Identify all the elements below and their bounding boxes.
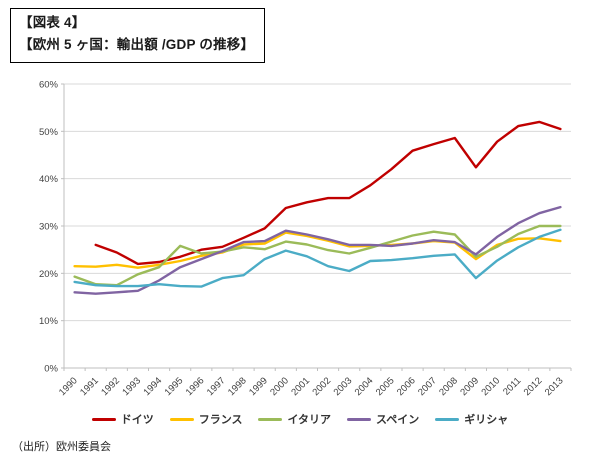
x-axis-label: 2013 <box>543 375 566 398</box>
y-axis-label: 40% <box>39 174 59 185</box>
legend-swatch <box>258 417 283 421</box>
x-axis-label: 1991 <box>78 375 101 398</box>
y-axis-label: 30% <box>39 222 59 233</box>
y-axis-label: 10% <box>39 316 59 327</box>
legend-item: ギリシャ <box>435 411 508 427</box>
x-axis-label: 2008 <box>437 375 460 398</box>
x-axis-label: 2012 <box>522 375 545 398</box>
legend-label: ギリシャ <box>464 414 509 426</box>
x-axis-label: 1994 <box>141 375 164 398</box>
line-chart: 0% 10% 20% 30% 40% 50% 60% 19901991199219931994… <box>39 80 572 398</box>
figure-title: 【欧州 5 ヶ国：輸出額 /GDP の推移】 <box>19 37 255 53</box>
legend-swatch <box>435 417 460 421</box>
series-line-ドイツ <box>94 120 562 266</box>
legend-swatch <box>347 417 372 421</box>
x-axis-label: 1990 <box>57 375 80 398</box>
legend-item: イタリア <box>258 411 331 427</box>
series-line-フランス <box>73 231 562 269</box>
x-axis-label: 1995 <box>163 375 186 398</box>
series-line-イタリア <box>73 224 562 287</box>
legend-label: ドイツ <box>120 414 154 426</box>
legend-label: フランス <box>198 414 243 426</box>
x-axis-label: 2000 <box>268 375 291 398</box>
x-axis-label: 2007 <box>416 375 439 398</box>
x-axis-label: 2011 <box>501 375 523 397</box>
x-axis-label: 1992 <box>99 375 122 398</box>
y-axis-label: 20% <box>39 269 59 280</box>
x-axis-label: 1997 <box>205 375 228 398</box>
legend-label: スペイン <box>376 414 420 426</box>
legend-label: イタリア <box>287 414 332 426</box>
legend-swatch <box>169 417 194 421</box>
x-axis-label: 2009 <box>458 375 481 398</box>
y-axis-label: 60% <box>39 80 59 91</box>
series-line-スペイン <box>73 205 562 295</box>
x-axis-label: 1998 <box>226 375 249 398</box>
x-axis-label: 1996 <box>184 375 207 398</box>
legend-swatch <box>91 417 116 421</box>
x-axis-label: 2001 <box>289 375 312 398</box>
x-axis-label: 2006 <box>395 375 418 398</box>
x-axis-label: 1999 <box>247 375 270 398</box>
x-axis-label: 2005 <box>374 375 397 398</box>
chart-legend: ドイツ フランス イタリア スペイン ギリシャ <box>0 409 600 429</box>
x-axis-label: 2010 <box>479 375 502 398</box>
y-axis-label: 50% <box>39 127 59 138</box>
x-axis-label: 1993 <box>120 375 143 398</box>
y-axis-label: 0% <box>44 364 58 375</box>
title-box: 【図表 4】 【欧州 5 ヶ国：輸出額 /GDP の推移】 <box>10 8 266 63</box>
x-axis-label: 2004 <box>353 375 376 398</box>
source-note: （出所）欧州委員会 <box>12 441 111 453</box>
series-line-ギリシャ <box>73 228 562 288</box>
x-axis-label: 2003 <box>332 375 355 398</box>
legend-item: フランス <box>169 411 243 427</box>
legend-item: スペイン <box>347 411 419 427</box>
x-axis-label: 2002 <box>310 375 333 398</box>
legend-item: ドイツ <box>91 411 154 427</box>
figure-number: 【図表 4】 <box>19 15 86 30</box>
